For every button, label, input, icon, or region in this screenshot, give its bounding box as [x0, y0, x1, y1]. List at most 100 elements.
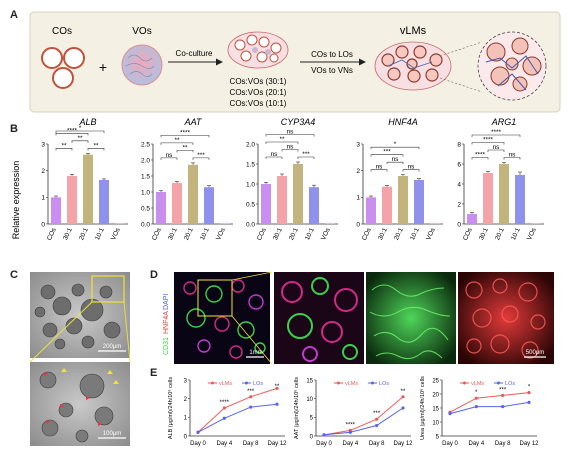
y-tick-label: 1 [184, 416, 188, 422]
data-point-LOs [448, 412, 452, 416]
x-tick-label: 20:1 [393, 227, 405, 242]
x-tick-label: COs [256, 226, 268, 241]
significance-bracket [297, 156, 315, 159]
series-line-LOs [323, 407, 404, 436]
significance-label: ns [166, 152, 174, 159]
bar-chart-cyp3a4: CYP3A4 0.0 0.5 1.0 1.5 2.0 COs 30:1 20:1 10:1 VOs n… [246, 117, 338, 242]
significance-label: * [528, 385, 531, 391]
significance-label: ** [401, 389, 406, 395]
x-tick-label: 30:1 [167, 227, 179, 242]
x-tick-label: Day 0 [442, 441, 458, 447]
y-tick-label: 2.0 [141, 157, 150, 164]
significance-label: * [79, 125, 82, 132]
significance-label: ** [182, 144, 188, 151]
y-tick-label: 2 [457, 201, 461, 208]
zoom-line-bottom [439, 77, 483, 93]
significance-bracket [55, 133, 89, 136]
significance-label: **** [220, 400, 230, 406]
bar-20:1 [83, 154, 93, 224]
bar-COs [261, 184, 271, 224]
series-line-vLMs [323, 396, 404, 436]
y-tick-label: 2 [41, 168, 45, 175]
y-tick-label: 2 [184, 397, 188, 403]
y-tick-label: 3 [184, 378, 188, 384]
panel-a: A COs + VOs Co-culture COs:V [10, 9, 561, 113]
y-tick-label: 25 [432, 378, 439, 384]
coculture-mix [227, 31, 289, 69]
stain-dapi: DAPI [163, 294, 170, 310]
data-point-vLMs [249, 395, 253, 399]
vlms-cluster [374, 41, 452, 91]
y-tick-label: 1 [41, 195, 45, 202]
significance-bracket [487, 149, 505, 152]
significance-bracket [71, 140, 89, 143]
significance-bracket [160, 142, 194, 145]
bar-30:1 [67, 176, 77, 224]
significance-bracket [87, 148, 105, 151]
y-tick-label: 15 [306, 378, 313, 384]
significance-bracket [370, 169, 388, 172]
significance-bracket [55, 130, 105, 133]
series-line-vLMs [449, 392, 530, 413]
y-tick-label: 2.0 [246, 141, 255, 148]
panel-e-letter: E [150, 367, 157, 379]
legend-label-LOs: LOs [253, 381, 263, 387]
fluorescence-zoom-merged [274, 272, 364, 364]
bar-COs [467, 214, 477, 224]
bar-COs [51, 197, 61, 224]
line-chart-1: 0 5 10 15 Day 0 Day 4 Day 8 Day 12 AAT (μg/ml)/2… [293, 377, 413, 447]
x-tick-label: 10:1 [199, 227, 211, 242]
significance-label: *** [302, 151, 310, 158]
cos-label: COs [52, 26, 72, 37]
bar-20:1 [188, 164, 198, 224]
significance-bracket [55, 148, 73, 151]
x-tick-label: COs [361, 226, 373, 241]
panel-e: E 0 1 2 3 Day 0 Day 4 Day 8 Day 12 ALB (μg/ml)/2… [150, 367, 539, 447]
significance-label: *** [383, 149, 391, 156]
significance-label: ** [93, 142, 99, 149]
significance-label: **** [346, 422, 356, 428]
y-tick-label: 6 [457, 161, 461, 168]
x-tick-label: 20:1 [494, 227, 506, 242]
data-point-LOs [401, 406, 405, 410]
bar-30:1 [172, 183, 182, 224]
fluorescence-cd31 [366, 272, 456, 364]
legend-marker-LOs [497, 381, 500, 385]
data-point-vLMs [474, 396, 478, 400]
stain-cd31: CD31 [163, 337, 170, 355]
data-point-vLMs [527, 391, 531, 395]
significance-bracket [471, 157, 489, 160]
bar-10:1 [204, 187, 214, 224]
bar-VOs [531, 223, 541, 224]
significance-bracket [160, 157, 178, 160]
x-tick-label: 30:1 [62, 227, 74, 242]
significance-bracket [265, 141, 299, 144]
x-tick-label: VOs [320, 226, 332, 241]
y-tick-label: 0 [356, 221, 360, 228]
y-tick-label: 3 [41, 141, 45, 148]
x-tick-label: Day 4 [216, 441, 232, 447]
x-tick-label: COs [462, 226, 474, 241]
y-tick-label: 5 [310, 416, 314, 422]
y-tick-label: 1 [356, 195, 360, 202]
coculture-label: Co-culture [176, 49, 213, 58]
legend-label-vLMs: vLMs [219, 381, 232, 387]
significance-label: ns [408, 164, 416, 171]
bar-chart-aat: AAT 0.0 0.5 1.0 1.5 2.0 2.5 COs 30:1 20:1 10:1 VOs n… [141, 117, 233, 242]
bar-VOs [430, 223, 440, 224]
significance-label: ** [77, 135, 83, 142]
x-tick-label: Day 0 [316, 441, 332, 447]
legend-marker-vLMs [463, 381, 466, 385]
x-tick-label: 10:1 [304, 227, 316, 242]
bar-30:1 [483, 173, 493, 224]
significance-label: **** [491, 129, 502, 136]
zoom-region [197, 279, 233, 317]
line-charts: 0 1 2 3 Day 0 Day 4 Day 8 Day 12 ALB (μg/ml)/24h… [167, 376, 539, 447]
x-tick-label: Day 8 [495, 441, 511, 447]
bar-chart-title: HNF4A [388, 117, 418, 127]
y-axis-label: Urea (μg/ml)/24h/10⁶ cells [419, 376, 426, 440]
y-tick-label: 0 [41, 221, 45, 228]
